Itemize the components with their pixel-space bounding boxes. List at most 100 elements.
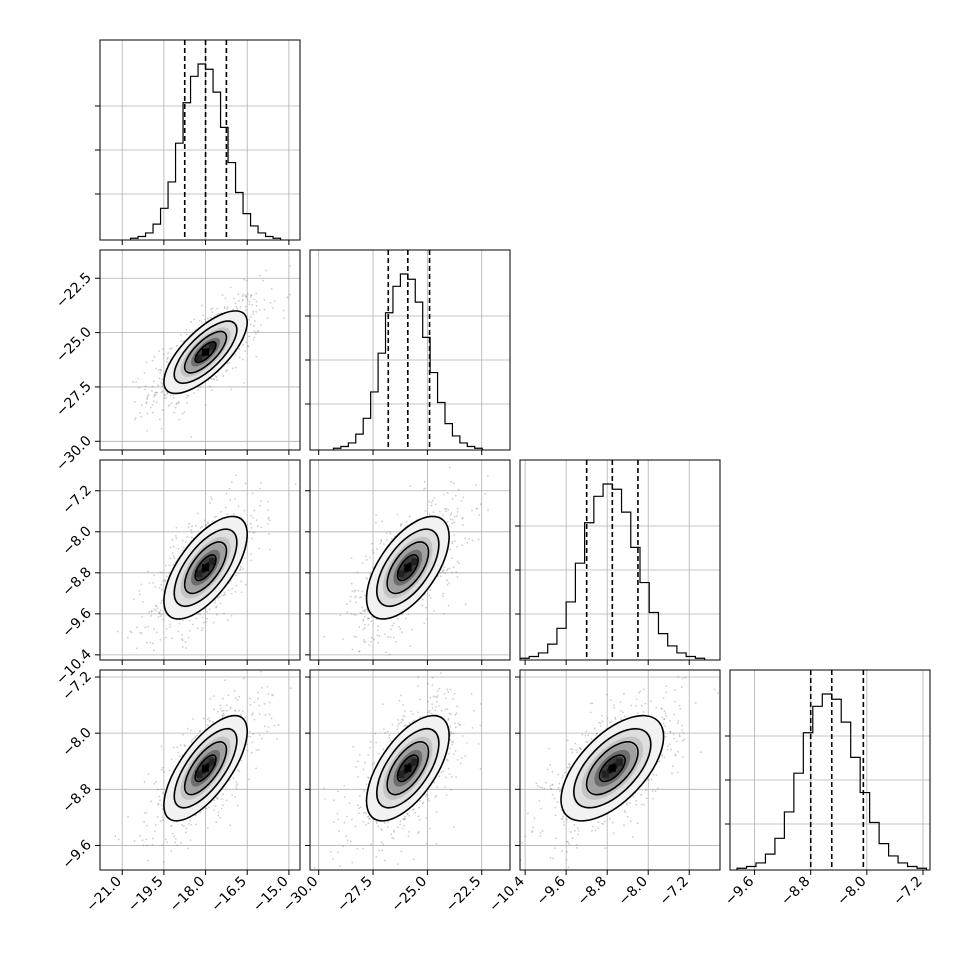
scatter-point <box>226 513 229 515</box>
scatter-point <box>439 510 441 513</box>
scatter-point <box>216 797 219 800</box>
scatter-point <box>591 829 593 832</box>
scatter-point <box>377 629 379 632</box>
scatter-point <box>390 833 393 836</box>
scatter-point <box>474 484 477 487</box>
scatter-point <box>655 706 658 709</box>
scatter-point <box>233 689 236 692</box>
scatter-point <box>114 835 117 837</box>
scatter-point <box>431 684 434 687</box>
scatter-point <box>225 704 228 707</box>
scatter-point <box>363 626 366 629</box>
scatter-point <box>239 568 242 570</box>
scatter-point <box>461 544 464 547</box>
scatter-point <box>673 700 676 703</box>
scatter-point <box>267 533 270 536</box>
scatter-point <box>367 822 370 824</box>
scatter-point <box>574 742 577 745</box>
scatter-point <box>204 608 207 611</box>
scatter-point <box>158 377 161 380</box>
scatter-point <box>629 820 632 823</box>
scatter-point <box>404 715 406 718</box>
scatter-point <box>153 628 155 631</box>
scatter-point <box>424 795 427 798</box>
scatter-point <box>553 847 556 850</box>
scatter-point <box>171 637 173 640</box>
scatter-point <box>271 307 274 309</box>
scatter-point <box>250 316 252 318</box>
scatter-point <box>364 555 367 558</box>
scatter-point <box>251 741 254 744</box>
scatter-point <box>370 640 372 643</box>
scatter-point <box>430 712 433 715</box>
scatter-point <box>382 748 385 751</box>
scatter-point <box>154 367 157 370</box>
scatter-point <box>407 613 410 616</box>
panel-frame <box>309 249 511 451</box>
scatter-point <box>439 571 442 574</box>
scatter-point <box>454 722 456 725</box>
scatter-point <box>329 850 332 853</box>
scatter-point <box>561 850 563 853</box>
scatter-point <box>454 540 456 543</box>
scatter-point <box>435 705 437 708</box>
scatter-point <box>213 799 216 802</box>
scatter-point <box>557 773 560 776</box>
scatter-point <box>234 697 237 699</box>
scatter-point <box>259 487 262 490</box>
scatter-point <box>683 738 686 741</box>
scatter-point <box>114 695 116 697</box>
scatter-point <box>224 297 227 300</box>
scatter-point <box>165 361 168 363</box>
scatter-point <box>419 799 421 802</box>
scatter-point <box>448 466 451 469</box>
density-core-block <box>601 770 609 778</box>
density-core-block <box>615 758 623 766</box>
scatter-point <box>423 622 426 625</box>
scatter-point <box>255 519 258 522</box>
scatter-point <box>210 308 213 311</box>
scatter-point <box>232 777 235 779</box>
scatter-point <box>378 849 381 852</box>
scatter-point <box>179 744 182 747</box>
scatter-point <box>428 800 430 802</box>
scatter-point <box>589 711 592 714</box>
scatter-point <box>451 743 454 746</box>
scatter-point <box>235 305 238 308</box>
scatter-point <box>252 324 255 327</box>
scatter-point <box>187 847 189 850</box>
scatter-point <box>381 841 383 844</box>
scatter-point <box>359 612 362 614</box>
scatter-point <box>145 401 148 404</box>
scatter-point <box>370 636 373 639</box>
scatter-point <box>406 812 409 815</box>
contour-level-4 <box>163 310 249 395</box>
scatter-point <box>357 589 360 592</box>
scatter-point <box>477 538 480 541</box>
scatter-point <box>231 367 234 370</box>
scatter-point <box>448 712 451 715</box>
contour-level-4 <box>560 714 665 822</box>
scatter-point <box>152 400 155 403</box>
scatter-point <box>154 391 157 394</box>
scatter-point <box>244 294 247 297</box>
scatter-point <box>205 807 208 810</box>
contour-level-3 <box>376 528 440 607</box>
scatter-point <box>626 802 629 805</box>
scatter-point <box>566 766 569 769</box>
scatter-point <box>215 376 218 379</box>
scatter-point <box>669 719 671 722</box>
contour-level-3 <box>173 727 238 809</box>
scatter-point <box>661 716 664 719</box>
scatter-point <box>242 343 244 346</box>
scatter-point <box>365 608 367 611</box>
scatter-point <box>116 630 119 633</box>
y-tick-label: −8.8 <box>59 564 94 599</box>
scatter-point <box>548 747 550 750</box>
scatter-point <box>313 867 316 869</box>
panel-content <box>310 670 510 870</box>
scatter-point <box>414 812 417 814</box>
scatter-point <box>172 555 175 557</box>
scatter-point <box>200 321 203 324</box>
scatter-point <box>427 797 430 800</box>
